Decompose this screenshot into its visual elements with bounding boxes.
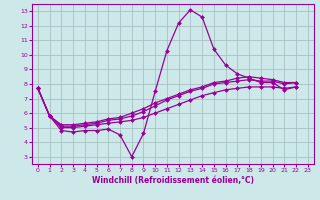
X-axis label: Windchill (Refroidissement éolien,°C): Windchill (Refroidissement éolien,°C) <box>92 176 254 185</box>
